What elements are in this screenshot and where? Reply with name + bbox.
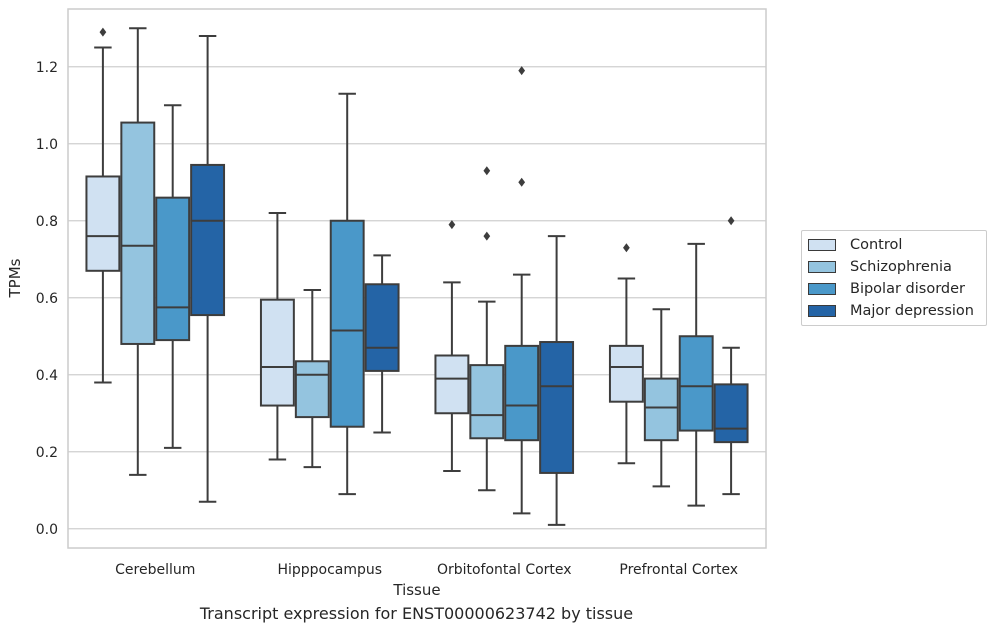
box-group — [434, 220, 470, 472]
box-group — [713, 216, 749, 496]
y-tick-labels: 0.0 0.2 0.4 0.6 0.8 1.0 1.2 — [36, 60, 58, 538]
outlier-point — [518, 66, 526, 76]
box — [504, 344, 540, 442]
box — [259, 298, 295, 407]
legend-swatch-bipolar-disorder — [808, 283, 836, 295]
y-tick-label: 1.0 — [36, 137, 58, 153]
outlier-point — [99, 27, 107, 37]
box-group — [259, 212, 295, 461]
outlier-point — [727, 216, 735, 226]
x-tick-label: Prefrontal Cortex — [619, 562, 738, 578]
box — [469, 364, 505, 440]
x-tick-label: Cerebellum — [115, 562, 195, 578]
box — [678, 335, 714, 432]
box-group — [539, 235, 575, 526]
box — [434, 354, 470, 415]
box — [294, 360, 330, 419]
box — [329, 219, 365, 428]
legend-item-control: Control — [808, 235, 902, 255]
box-group — [469, 166, 505, 492]
box — [85, 175, 121, 272]
legend-item-schizophrenia: Schizophrenia — [808, 257, 952, 277]
y-tick-label: 0.4 — [36, 368, 58, 384]
box-group — [678, 242, 714, 507]
legend-item-bipolar-disorder: Bipolar disorder — [808, 279, 965, 299]
boxes-layer — [85, 27, 749, 526]
y-tick-label: 0.2 — [36, 445, 58, 461]
legend-label-major-depression: Major depression — [850, 303, 974, 319]
figure-caption: Transcript expression for ENST0000062374… — [199, 604, 634, 623]
box-group — [643, 308, 679, 488]
plot-frame — [67, 8, 767, 549]
legend-item-major-depression: Major depression — [808, 301, 974, 321]
x-tick-labels: Cerebellum Hipppocampus Orbitofontal Corte… — [115, 562, 738, 578]
box — [155, 196, 191, 342]
outlier-point — [623, 243, 630, 253]
legend-swatch-major-depression — [808, 305, 836, 317]
box — [364, 283, 400, 372]
legend: Control Schizophrenia Bipolar disorder M… — [801, 230, 987, 326]
box-group — [120, 27, 156, 476]
legend-label-schizophrenia: Schizophrenia — [850, 259, 952, 275]
y-tick-label: 0.0 — [36, 522, 58, 538]
x-axis-label: Tissue — [392, 581, 440, 599]
box — [713, 383, 749, 444]
x-tick-label: Orbitofontal Cortex — [437, 562, 572, 578]
legend-label-control: Control — [850, 237, 903, 253]
y-axis-label: TPMs — [6, 258, 24, 298]
box — [643, 377, 679, 442]
box — [539, 341, 575, 474]
box-group — [329, 92, 365, 496]
box-group — [155, 104, 191, 449]
box — [190, 163, 226, 317]
box — [608, 344, 644, 403]
box-group — [608, 243, 644, 465]
y-tick-label: 0.8 — [36, 214, 58, 230]
box-group — [190, 34, 226, 503]
box-group — [294, 289, 330, 469]
legend-swatch-schizophrenia — [808, 261, 836, 273]
x-tick-label: Hipppocampus — [277, 562, 382, 578]
box-group — [504, 66, 540, 515]
box — [120, 121, 156, 345]
legend-swatch-control — [808, 239, 836, 251]
outlier-point — [448, 220, 456, 230]
outlier-point — [483, 231, 491, 241]
box-group — [85, 27, 121, 384]
outlier-point — [483, 166, 491, 176]
box-group — [364, 254, 400, 434]
outlier-point — [518, 177, 526, 187]
legend-label-bipolar-disorder: Bipolar disorder — [850, 281, 965, 297]
y-tick-label: 0.6 — [36, 291, 58, 307]
y-tick-label: 1.2 — [36, 60, 58, 76]
